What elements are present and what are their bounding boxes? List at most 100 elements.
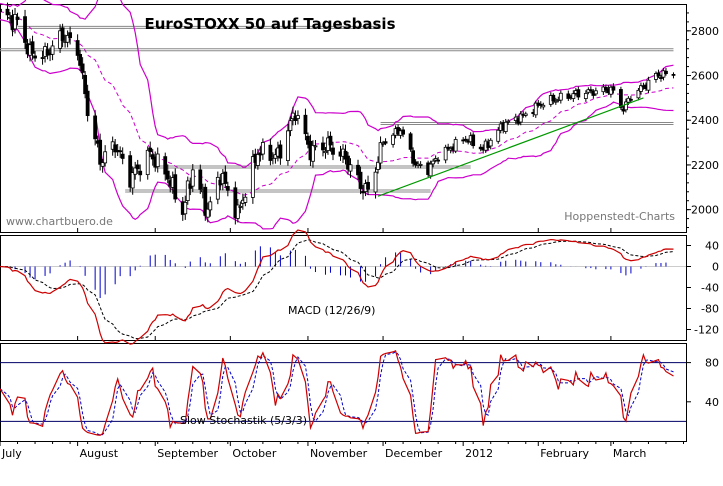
candle-body	[503, 121, 508, 132]
candle-body	[624, 101, 628, 111]
candle-body	[93, 115, 98, 140]
candle-body	[313, 145, 318, 148]
candle-body	[255, 154, 260, 166]
candle-body	[303, 114, 308, 135]
candle-body	[208, 201, 213, 211]
price-y-tick-label: 2200	[691, 159, 719, 172]
price-y-tick-label: 2600	[691, 70, 719, 83]
candle-body	[130, 172, 135, 189]
candle-body	[78, 53, 83, 66]
candle-body	[268, 144, 273, 161]
candle-body	[356, 164, 360, 176]
stochastic-k-line	[0, 349, 674, 436]
candle-body	[523, 113, 528, 116]
candle-body	[203, 186, 208, 216]
candle-body	[378, 142, 383, 164]
candle-body	[328, 135, 333, 146]
candle-body	[225, 186, 230, 191]
macd-y-tick-label: -80	[701, 303, 719, 316]
candle-body	[75, 40, 80, 56]
stochastic-label: Slow Stochastik (5/3/3)	[180, 414, 307, 427]
candle-body	[608, 86, 613, 95]
candle-body	[656, 72, 661, 77]
candle-body	[113, 144, 118, 153]
x-tick-label: February	[540, 447, 589, 460]
candle-body	[428, 163, 433, 177]
candle-body	[185, 180, 190, 201]
candle-body	[566, 93, 571, 99]
candle-body	[571, 93, 576, 99]
candle-body	[331, 147, 335, 155]
candle-body	[418, 163, 423, 166]
candle-body	[376, 161, 380, 170]
candle-body	[5, 8, 10, 16]
candle-body	[348, 164, 353, 172]
candle-body	[611, 86, 616, 91]
candle-body	[33, 55, 37, 59]
candle-body	[296, 115, 300, 119]
price-y-ticks: 2000 2200 2400 2600 2800	[686, 12, 719, 229]
candle-body	[366, 181, 370, 190]
candle-body	[198, 169, 203, 190]
macd-histogram	[9, 246, 667, 298]
candle-body	[413, 161, 418, 166]
candle-body	[260, 142, 265, 155]
stochastic-y-tick-label: 40	[705, 396, 719, 409]
candle-body	[306, 135, 310, 145]
candle-body	[433, 158, 438, 161]
price-panel: EuroSTOXX 50 auf Tagesbasis www.chartbue…	[0, 0, 719, 230]
candle-body	[583, 93, 588, 99]
candle-body	[646, 79, 651, 91]
candle-body	[215, 176, 220, 200]
candle-body	[431, 160, 436, 165]
candle-body	[311, 145, 315, 162]
bollinger-lower	[0, 19, 674, 230]
candle-body	[148, 147, 153, 152]
macd-signal-line	[0, 239, 674, 340]
candle-body	[506, 120, 511, 123]
candle-body	[558, 92, 563, 101]
candle-body	[13, 13, 17, 30]
panel-frames	[0, 4, 687, 442]
candle-body	[411, 150, 416, 164]
candle-body	[183, 201, 188, 215]
candle-body	[205, 208, 210, 218]
candle-body	[103, 151, 108, 164]
candle-body	[373, 171, 378, 193]
watermark-left: www.chartbuero.de	[6, 215, 113, 228]
macd-y-ticks: 40 0 -40 -80 -120	[686, 240, 719, 337]
macd-y-tick-label: -40	[701, 282, 719, 295]
candle-body	[288, 120, 293, 131]
candle-body	[408, 133, 413, 150]
candle-body	[155, 153, 160, 168]
trendline	[377, 97, 644, 197]
candle-body	[190, 169, 195, 187]
candle-body	[40, 57, 45, 59]
candle-body	[576, 89, 581, 98]
stochastic-panel: Slow Stochastik (5/3/3) 80 40	[0, 349, 719, 436]
stochastic-y-tick-label: 80	[705, 357, 719, 370]
candle-body	[391, 134, 395, 145]
candle-body	[133, 167, 138, 175]
candle-body	[518, 113, 523, 123]
candle-body	[639, 85, 643, 92]
price-y-tick-label: 2000	[691, 204, 719, 217]
macd-y-tick-label: 0	[712, 261, 719, 274]
bollinger-middle	[0, 11, 674, 196]
macd-panel: MACD (12/26/9) 40 0 -40 -80 -120	[0, 229, 719, 345]
x-tick-label: March	[613, 447, 647, 460]
candle-body	[323, 150, 328, 154]
candle-body	[145, 149, 150, 176]
x-tick-label: November	[310, 447, 368, 460]
candle-body	[361, 191, 365, 194]
x-axis: July August September October November Decemb…	[0, 228, 684, 460]
price-y-tick-label: 2400	[691, 114, 719, 127]
candle-body	[551, 94, 556, 102]
macd-y-tick-label: 40	[705, 240, 719, 253]
candle-body	[85, 90, 90, 117]
chart-title: EuroSTOXX 50 auf Tagesbasis	[145, 15, 396, 33]
x-tick-label: September	[157, 447, 218, 460]
candle-body	[346, 155, 350, 170]
candle-body	[98, 139, 103, 165]
candle-body	[165, 170, 170, 180]
